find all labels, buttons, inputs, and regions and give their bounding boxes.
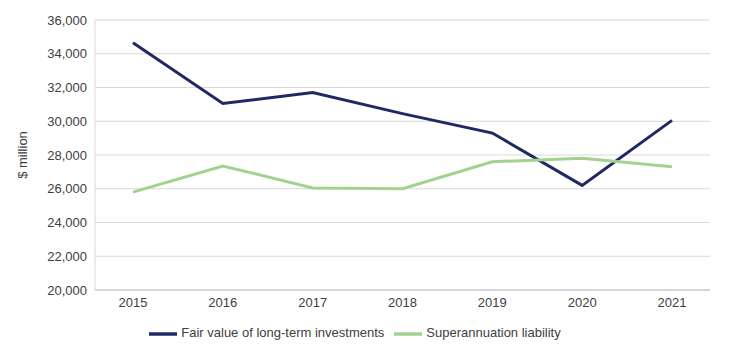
svg-text:2016: 2016 bbox=[208, 295, 237, 310]
svg-text:28,000: 28,000 bbox=[47, 148, 87, 163]
svg-text:2019: 2019 bbox=[478, 295, 507, 310]
html-text:Fair value of long-term invest: Fair value of long-term investments bbox=[181, 325, 385, 341]
svg-text:36,000: 36,000 bbox=[47, 13, 87, 28]
svg-text:32,000: 32,000 bbox=[47, 80, 87, 95]
svg-text:2021: 2021 bbox=[658, 295, 687, 310]
svg-text:20,000: 20,000 bbox=[47, 283, 87, 298]
svg-text:2017: 2017 bbox=[298, 295, 327, 310]
svg-text:2018: 2018 bbox=[388, 295, 417, 310]
svg-text:2020: 2020 bbox=[568, 295, 597, 310]
html-text:Superannuation liability: Superannuation liability bbox=[426, 325, 561, 341]
svg-text:24,000: 24,000 bbox=[47, 215, 87, 230]
svg-text:$ million: $ million bbox=[15, 131, 30, 179]
svg-text:34,000: 34,000 bbox=[47, 46, 87, 61]
svg-text:26,000: 26,000 bbox=[47, 181, 87, 196]
svg-text:22,000: 22,000 bbox=[47, 249, 87, 264]
svg-text:2015: 2015 bbox=[119, 295, 148, 310]
svg-text:30,000: 30,000 bbox=[47, 114, 87, 129]
